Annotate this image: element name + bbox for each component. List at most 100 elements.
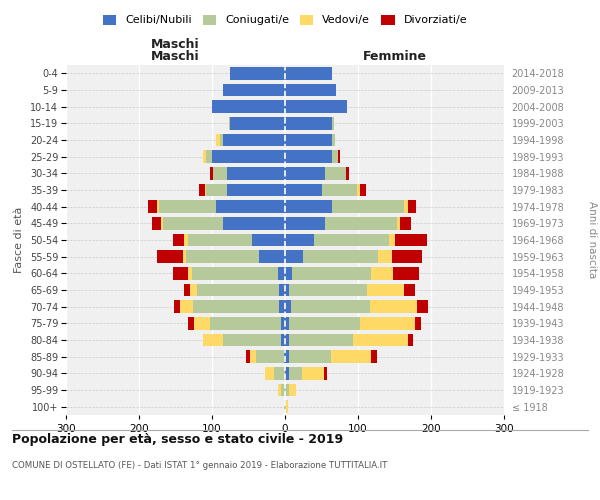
Bar	[353, 334, 407, 346]
Bar	[247, 350, 250, 363]
Bar	[157, 250, 183, 263]
Bar	[323, 367, 328, 380]
Bar	[289, 284, 367, 296]
Bar	[259, 250, 285, 263]
Bar	[285, 67, 332, 80]
Bar	[286, 400, 288, 413]
Bar	[404, 284, 415, 296]
Bar	[279, 300, 285, 313]
Bar	[285, 184, 322, 196]
Bar	[274, 367, 285, 380]
Bar	[163, 217, 223, 230]
Bar	[278, 267, 285, 280]
Bar	[285, 117, 332, 130]
Bar	[331, 350, 371, 363]
Bar	[184, 234, 188, 246]
Bar	[285, 400, 286, 413]
Bar	[397, 217, 400, 230]
Bar	[322, 184, 356, 196]
Bar	[285, 134, 332, 146]
Bar	[285, 167, 325, 179]
Bar	[338, 150, 340, 163]
Bar	[285, 234, 314, 246]
Bar	[415, 317, 421, 330]
Text: Femmine: Femmine	[362, 50, 427, 62]
Bar	[199, 184, 205, 196]
Bar	[285, 284, 289, 296]
Bar	[285, 334, 289, 346]
Bar	[284, 400, 285, 413]
Bar	[332, 150, 338, 163]
Text: Anni di nascita: Anni di nascita	[587, 202, 597, 278]
Bar	[220, 134, 223, 146]
Bar	[332, 200, 404, 213]
Bar	[161, 217, 163, 230]
Bar	[292, 267, 371, 280]
Bar	[289, 334, 353, 346]
Bar	[285, 217, 325, 230]
Bar	[184, 284, 190, 296]
Bar	[223, 84, 285, 96]
Bar	[281, 334, 285, 346]
Bar	[227, 184, 285, 196]
Bar	[346, 167, 349, 179]
Bar	[367, 284, 404, 296]
Bar	[285, 250, 303, 263]
Bar	[325, 167, 346, 179]
Bar	[217, 134, 220, 146]
Bar	[285, 384, 289, 396]
Bar	[223, 134, 285, 146]
Bar	[285, 150, 332, 163]
Y-axis label: Fasce di età: Fasce di età	[14, 207, 25, 273]
Bar	[206, 184, 227, 196]
Bar	[289, 384, 296, 396]
Bar	[193, 300, 279, 313]
Bar	[203, 150, 206, 163]
Bar	[278, 384, 281, 396]
Bar	[215, 200, 285, 213]
Bar	[173, 234, 184, 246]
Bar	[183, 250, 187, 263]
Bar	[404, 200, 407, 213]
Bar	[250, 350, 256, 363]
Bar	[285, 350, 289, 363]
Bar	[173, 267, 188, 280]
Text: COMUNE DI OSTELLATO (FE) - Dati ISTAT 1° gennaio 2019 - Elaborazione TUTTITALIA.: COMUNE DI OSTELLATO (FE) - Dati ISTAT 1°…	[12, 460, 388, 469]
Bar	[285, 300, 291, 313]
Bar	[210, 317, 281, 330]
Bar	[392, 250, 422, 263]
Bar	[212, 150, 285, 163]
Bar	[230, 67, 285, 80]
Bar	[289, 317, 360, 330]
Bar	[407, 334, 413, 346]
Bar	[227, 167, 285, 179]
Bar	[148, 200, 157, 213]
Bar	[289, 367, 302, 380]
Bar	[285, 84, 336, 96]
Bar	[206, 150, 212, 163]
Bar	[157, 200, 159, 213]
Bar	[188, 267, 191, 280]
Bar	[395, 234, 427, 246]
Bar	[393, 267, 419, 280]
Bar	[332, 117, 334, 130]
Bar	[229, 117, 230, 130]
Bar	[188, 317, 194, 330]
Bar	[212, 100, 285, 113]
Bar	[285, 100, 347, 113]
Bar	[400, 217, 411, 230]
Bar	[203, 334, 223, 346]
Bar	[285, 367, 289, 380]
Bar	[265, 367, 274, 380]
Bar	[194, 317, 210, 330]
Bar	[302, 367, 323, 380]
Text: Maschi: Maschi	[151, 38, 200, 51]
Bar	[417, 300, 428, 313]
Bar	[285, 267, 292, 280]
Bar	[303, 250, 378, 263]
Text: Popolazione per età, sesso e stato civile - 2019: Popolazione per età, sesso e stato civil…	[12, 432, 343, 446]
Bar	[205, 184, 206, 196]
Bar	[281, 317, 285, 330]
Bar	[190, 284, 197, 296]
Bar	[370, 300, 417, 313]
